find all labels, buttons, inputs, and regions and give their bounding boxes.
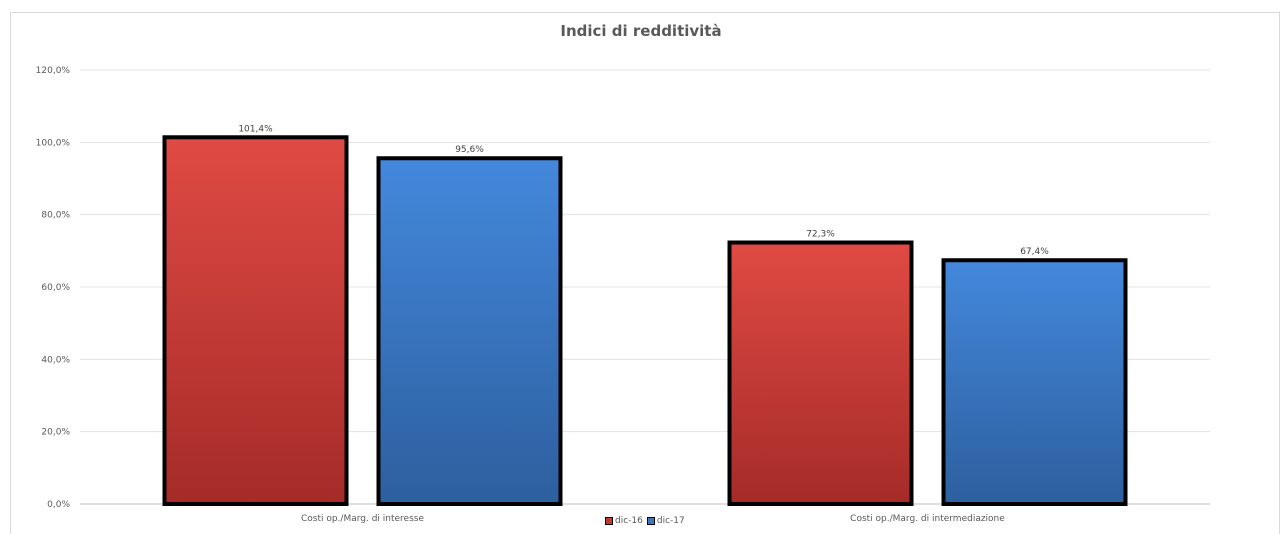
data-label: 101,4% — [238, 124, 273, 134]
data-label: 67,4% — [1020, 247, 1049, 257]
y-tick-label: 40,0% — [41, 355, 70, 365]
bar-dic-17-1 — [376, 156, 563, 506]
data-label: 72,3% — [806, 230, 835, 240]
legend-swatch-dic-16 — [605, 517, 613, 525]
legend-label-dic-16: dic-16 — [615, 516, 643, 526]
bar-dic-17-2 — [941, 258, 1128, 506]
legend-label-dic-17: dic-17 — [656, 516, 685, 526]
bar-dic-16-2 — [727, 240, 914, 506]
legend-entry-dic-16: dic-16 — [605, 516, 643, 526]
y-tick-label: 120,0% — [36, 66, 71, 76]
legend: dic-16 dic-17 — [605, 516, 685, 526]
y-tick-label: 100,0% — [36, 138, 71, 148]
y-tick-label: 20,0% — [41, 428, 70, 438]
legend-swatch-dic-17 — [646, 517, 655, 525]
y-tick-label: 0,0% — [47, 500, 70, 510]
x-category-label: Costi op./Marg. di intermediazione — [850, 514, 1005, 524]
data-label: 95,6% — [455, 145, 484, 155]
legend-entry-dic-17: dic-17 — [646, 516, 685, 526]
chart-title: Indici di redditività — [560, 22, 722, 40]
y-tick-label: 60,0% — [41, 283, 70, 293]
x-category-label: Costi op./Marg. di interesse — [301, 514, 425, 524]
bar-dic-16-1 — [162, 135, 349, 507]
y-tick-label: 80,0% — [41, 211, 70, 221]
